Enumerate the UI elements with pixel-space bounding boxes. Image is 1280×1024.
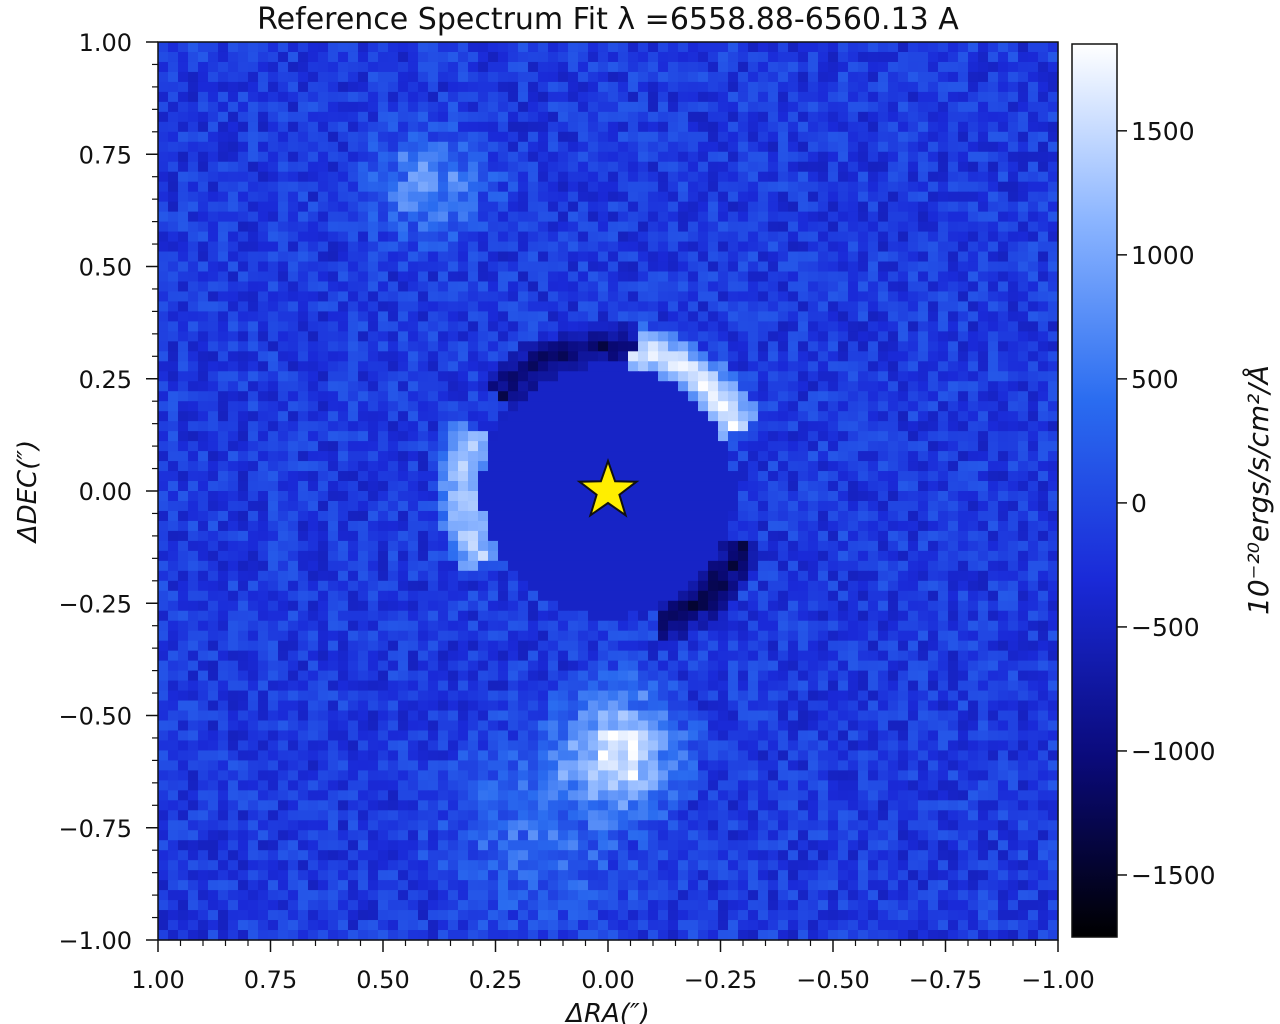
y-axis: 1.00 0.75 0.50 0.25 0.00 −0.25 −0.50 −0.75 −1.00 [58,29,158,955]
x-tick-label: −1.00 [1021,966,1095,994]
y-tick-label: 1.00 [79,29,132,57]
colorbar-tick-label: 500 [1131,365,1179,394]
x-tick-label: −0.75 [909,966,983,994]
x-axis: 1.00 0.75 0.50 0.25 0.00 −0.25 −0.50 −0.75 −1.00 [131,940,1095,994]
x-tick-label: −0.50 [796,966,870,994]
colorbar-label: 10⁻²⁰ergs/s/cm²/Å [1241,365,1275,615]
colorbar-tick-label: 1000 [1131,241,1195,270]
colorbar-tick-label: −500 [1131,613,1200,642]
y-tick-label: 0.75 [79,141,132,169]
colorbar-axis: 1500 1000 500 0 −500 −1000 −1500 [1117,117,1216,890]
star-icon [576,457,640,518]
colorbar-tick-label: 0 [1131,489,1147,518]
y-tick-label: 0.25 [79,366,132,394]
star-marker [576,457,640,518]
y-tick-label: −0.50 [58,703,132,731]
x-tick-label: 0.00 [581,966,634,994]
x-tick-label: 0.25 [469,966,522,994]
x-tick-label: 0.75 [244,966,297,994]
x-axis-label: ΔRA(″) [564,999,650,1024]
colorbar-tick-label: 1500 [1131,117,1195,146]
colorbar [1071,43,1118,938]
x-tick-label: −0.25 [684,966,758,994]
x-tick-label: 0.50 [356,966,409,994]
y-tick-label: −1.00 [58,927,132,955]
chart-title: Reference Spectrum Fit λ =6558.88-6560.1… [257,2,959,37]
colorbar-tick-label: −1000 [1131,737,1216,766]
y-tick-label: −0.25 [58,590,132,618]
y-tick-label: 0.50 [79,254,132,282]
x-tick-label: 1.00 [131,966,184,994]
y-tick-label: −0.75 [58,815,132,843]
y-axis-label: ΔDEC(″) [13,440,43,544]
heatmap-image [158,42,1059,941]
y-tick-label: 0.00 [79,478,132,506]
colorbar-tick-label: −1500 [1131,861,1216,890]
